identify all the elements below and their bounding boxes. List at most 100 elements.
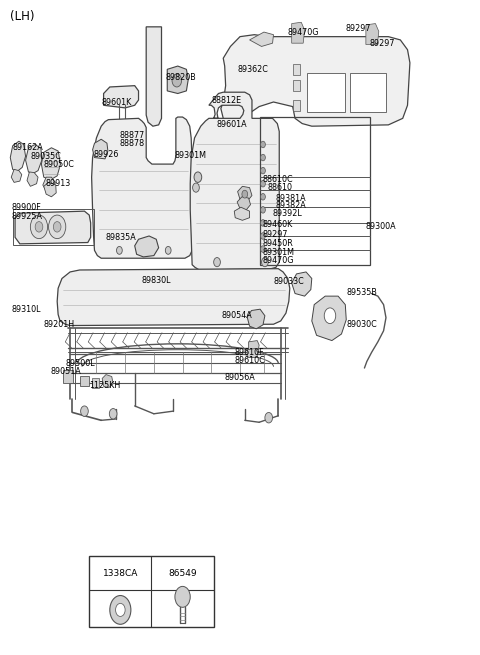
Text: 89835A: 89835A [105, 233, 136, 242]
Polygon shape [312, 296, 346, 341]
Text: 89460K: 89460K [263, 220, 293, 229]
Circle shape [324, 308, 336, 324]
Text: 89300A: 89300A [366, 221, 396, 231]
Circle shape [194, 172, 202, 182]
Text: 89913: 89913 [45, 179, 71, 188]
Polygon shape [135, 236, 158, 257]
Text: 89382A: 89382A [276, 202, 307, 210]
Circle shape [117, 246, 122, 254]
Text: 89030C: 89030C [346, 320, 377, 329]
Text: 89470G: 89470G [263, 256, 294, 265]
Circle shape [30, 215, 48, 238]
Text: 89162A: 89162A [12, 143, 43, 152]
Polygon shape [190, 92, 279, 270]
Polygon shape [238, 186, 252, 201]
Polygon shape [292, 272, 312, 296]
Bar [63, 370, 73, 383]
Circle shape [109, 409, 117, 419]
Circle shape [265, 413, 273, 423]
Text: 89820B: 89820B [166, 73, 197, 83]
Bar [307, 73, 345, 112]
Circle shape [172, 74, 181, 87]
Text: (LH): (LH) [10, 10, 35, 24]
Bar [350, 73, 386, 112]
Circle shape [214, 257, 220, 267]
Polygon shape [167, 66, 188, 94]
Circle shape [48, 215, 66, 238]
Circle shape [242, 190, 248, 198]
Circle shape [261, 219, 265, 226]
Circle shape [175, 586, 190, 607]
Circle shape [110, 595, 131, 624]
Text: 89297: 89297 [369, 39, 395, 48]
Text: 88877: 88877 [120, 132, 144, 140]
Text: 89301M: 89301M [263, 248, 295, 257]
Circle shape [192, 183, 199, 192]
Bar [13, 208, 94, 245]
Polygon shape [10, 141, 25, 172]
Polygon shape [292, 22, 305, 43]
Text: 89470G: 89470G [288, 28, 319, 37]
Text: 89381A: 89381A [276, 194, 307, 202]
Text: 88610C: 88610C [263, 176, 294, 184]
Bar [293, 81, 300, 91]
Circle shape [261, 206, 265, 213]
Polygon shape [221, 35, 410, 126]
Text: 89601K: 89601K [101, 98, 132, 107]
Text: 89610F: 89610F [234, 348, 264, 357]
Text: 89392L: 89392L [273, 209, 302, 218]
Polygon shape [57, 269, 290, 326]
Circle shape [261, 233, 265, 239]
Polygon shape [102, 375, 113, 388]
Text: 89925A: 89925A [11, 212, 42, 221]
Text: 89830L: 89830L [142, 276, 171, 285]
Text: 89535B: 89535B [346, 288, 377, 297]
Circle shape [262, 257, 268, 267]
Text: 89050C: 89050C [44, 160, 75, 168]
Text: 89035C: 89035C [30, 152, 61, 160]
Bar [293, 64, 300, 75]
Circle shape [261, 168, 265, 174]
Polygon shape [250, 32, 274, 47]
Text: 1125KH: 1125KH [89, 381, 120, 390]
Text: 89301M: 89301M [174, 151, 206, 160]
Text: 88812E: 88812E [211, 96, 241, 105]
Polygon shape [44, 182, 56, 196]
Text: 89500L: 89500L [65, 359, 95, 368]
Bar [89, 556, 214, 627]
Text: 89297: 89297 [263, 229, 288, 238]
Polygon shape [11, 170, 22, 182]
Text: 89033C: 89033C [274, 277, 304, 286]
Text: 89051A: 89051A [51, 367, 82, 377]
Text: 89362C: 89362C [238, 65, 268, 74]
Bar [92, 379, 99, 388]
Text: 88610: 88610 [268, 183, 293, 192]
Text: 89926: 89926 [93, 150, 119, 159]
Text: 89450R: 89450R [263, 239, 294, 248]
Polygon shape [27, 172, 38, 186]
Text: 88878: 88878 [120, 140, 144, 148]
Polygon shape [43, 177, 55, 191]
Polygon shape [93, 140, 108, 159]
Polygon shape [104, 86, 139, 108]
Polygon shape [234, 207, 250, 220]
Polygon shape [41, 148, 60, 179]
Text: 89297: 89297 [345, 24, 371, 33]
Polygon shape [249, 341, 259, 350]
Polygon shape [92, 117, 192, 258]
Polygon shape [146, 27, 161, 126]
Bar [293, 100, 300, 111]
Circle shape [261, 155, 265, 161]
Polygon shape [247, 309, 265, 329]
Text: 89610C: 89610C [234, 356, 265, 365]
Text: 89201H: 89201H [44, 320, 75, 329]
Circle shape [261, 141, 265, 148]
Text: 89054A: 89054A [222, 311, 252, 320]
Circle shape [53, 221, 61, 232]
Polygon shape [237, 196, 251, 210]
Bar [260, 117, 370, 265]
Text: 89900F: 89900F [11, 204, 41, 212]
Text: 86549: 86549 [168, 569, 197, 578]
Circle shape [35, 221, 43, 232]
Polygon shape [366, 24, 379, 45]
